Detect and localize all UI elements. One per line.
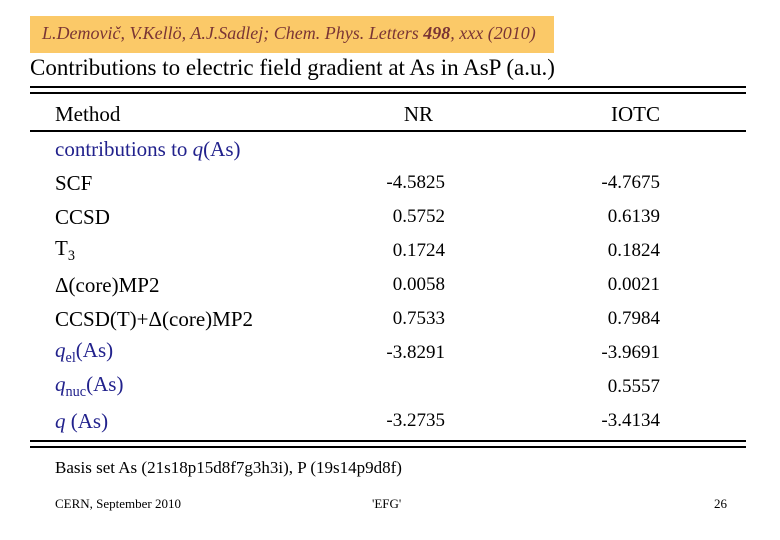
method-cell: qnuc(As) [30, 372, 360, 401]
column-header-iotc: IOTC [611, 101, 660, 126]
method-label-part: (As) [203, 136, 241, 161]
nr-cell: 0.1724 [392, 240, 445, 261]
method-label-part: nuc [65, 384, 87, 401]
column-header-nr: NR [403, 101, 433, 126]
column-header-method: Method [55, 101, 121, 126]
nr-cell: -3.2735 [386, 410, 445, 431]
citation-volume: 498 [423, 23, 451, 43]
nr-cell: 0.7533 [392, 308, 445, 329]
iotc-cell: 0.7984 [607, 308, 660, 329]
table-row: qel(As) -3.8291 -3.9691 [30, 336, 746, 370]
iotc-cell: 0.6139 [607, 206, 660, 227]
page-number: 26 [714, 496, 727, 511]
table-row: qnuc(As) 0.5557 [30, 370, 746, 404]
nr-cell: -3.8291 [386, 342, 445, 363]
method-label-part: (As) [65, 408, 109, 433]
footer-topic: 'EFG' [372, 496, 402, 511]
table-rows: contributions to q(As) SCF -4.5825 -4.7675 C… [30, 132, 746, 438]
method-label-part: contributions to [55, 136, 193, 161]
slide-title: Contributions to electric field gradient… [30, 55, 555, 80]
method-label-part: CCSD(T)+Δ(core)MP2 [55, 306, 253, 331]
nr-cell: 0.0058 [392, 274, 445, 295]
method-cell: CCSD(T)+Δ(core)MP2 [30, 307, 360, 332]
table-row: Δ(core)MP2 0.0058 0.0021 [30, 268, 746, 302]
method-cell: q (As) [30, 409, 360, 434]
table-row: T3 0.1724 0.1824 [30, 234, 746, 268]
method-label-part: q [55, 408, 66, 433]
method-cell: T3 [30, 236, 360, 265]
table-row: SCF -4.5825 -4.7675 [30, 166, 746, 200]
method-label-part: (As) [86, 372, 124, 397]
method-cell: qel(As) [30, 338, 360, 367]
method-label-part: SCF [55, 170, 93, 195]
method-cell: CCSD [30, 205, 360, 230]
method-label-part: (As) [75, 338, 114, 363]
citation-suffix: , xxx (2010) [450, 23, 536, 43]
method-label-part: CCSD [55, 204, 110, 229]
citation-prefix: L.Demovič, V.Kellö, A.J.Sadlej; Chem. Ph… [42, 23, 424, 43]
table-row: CCSD(T)+Δ(core)MP2 0.7533 0.7984 [30, 302, 746, 336]
method-label-part: q [55, 338, 66, 363]
method-label-part: el [65, 350, 76, 367]
method-label-part: q [55, 372, 66, 397]
iotc-cell: 0.0021 [607, 274, 660, 295]
title-divider [30, 86, 746, 94]
method-label-part: Δ(core)MP2 [55, 272, 160, 297]
table-header: Method NR IOTC [30, 98, 746, 132]
citation-bar: L.Demovič, V.Kellö, A.J.Sadlej; Chem. Ph… [30, 16, 554, 53]
method-cell: Δ(core)MP2 [30, 273, 360, 298]
method-label-part: 3 [67, 248, 75, 265]
iotc-cell: -3.9691 [601, 342, 660, 363]
iotc-cell: 0.1824 [607, 240, 660, 261]
method-label-part: q [192, 136, 204, 161]
iotc-cell: -3.4134 [601, 410, 660, 431]
table-row: CCSD 0.5752 0.6139 [30, 200, 746, 234]
table-row: contributions to q(As) [30, 132, 746, 166]
footer-venue: CERN, September 2010 [55, 496, 182, 511]
iotc-cell: 0.5557 [607, 376, 660, 397]
table-bottom-divider [30, 440, 746, 448]
method-label-part: T [55, 236, 68, 261]
method-cell: contributions to q(As) [30, 137, 360, 162]
iotc-cell: -4.7675 [601, 172, 660, 193]
method-cell: SCF [30, 171, 360, 196]
nr-cell: 0.5752 [392, 206, 445, 227]
nr-cell: -4.5825 [386, 172, 445, 193]
basis-set-note: Basis set As (21s18p15d8f7g3h3i), P (19s… [55, 458, 402, 477]
table-row: q (As) -3.2735 -3.4134 [30, 404, 746, 438]
